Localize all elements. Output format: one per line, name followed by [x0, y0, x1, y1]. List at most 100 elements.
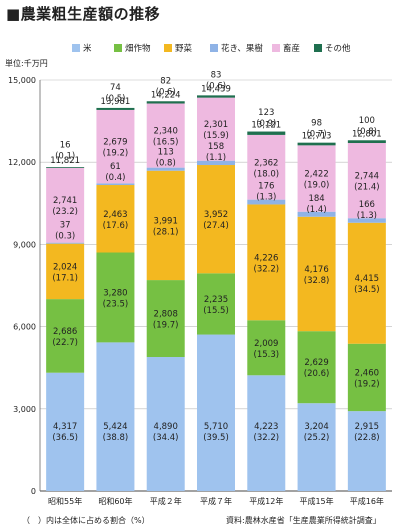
bar-value-label: 123: [258, 108, 274, 118]
legend-label: 野菜: [175, 44, 193, 54]
bar-value-label: 4,176: [304, 265, 328, 275]
bar-share-label: (17.6): [103, 221, 129, 231]
bar-share-label: (1.1): [206, 153, 226, 163]
bar-share-label: (34.4): [153, 433, 179, 443]
bar-share-label: (32.8): [304, 276, 330, 286]
legend-label: 花き、果樹: [221, 44, 263, 54]
stacked-bar-chart: 0 3,000 6,000 9,000 12,000 15,000 4,317(36.5) 2…: [8, 71, 392, 506]
bar-share-label: (0.6): [206, 82, 226, 92]
bar-share-label: (39.5): [203, 433, 229, 443]
bar-segment: [297, 145, 336, 212]
bar-share-label: (22.7): [52, 338, 78, 348]
bar-value-label: 2,362: [254, 158, 278, 168]
bar-value-label: 37: [60, 221, 71, 231]
bar-total-label: 14,439: [201, 84, 231, 94]
bar-share-label: (0.3): [55, 232, 75, 242]
bar-value-label: 98: [311, 118, 322, 128]
bar-value-label: 16: [60, 141, 71, 151]
bar-segment: [146, 101, 185, 104]
bar-segment: [197, 95, 235, 98]
x-tick-label: 平成12年: [249, 496, 283, 506]
bar-segment: [347, 143, 386, 219]
bar-share-label: (32.2): [254, 264, 280, 274]
bar-share-label: (15.5): [203, 306, 229, 316]
bar-value-label: 2,024: [53, 262, 77, 272]
bar-share-label: (19.7): [153, 321, 179, 331]
bar-value-label: 113: [158, 148, 174, 158]
bar-total-label: 13,121: [251, 121, 281, 131]
bar-value-label: 4,415: [355, 274, 379, 284]
bar-share-label: (21.4): [354, 183, 380, 193]
bar-segment: [247, 375, 286, 491]
bar-share-label: (16.5): [153, 138, 179, 148]
bar-total-label: 13,981: [101, 97, 131, 107]
bar-share-label: (34.5): [354, 285, 380, 295]
bar-value-label: 2,422: [304, 170, 328, 180]
bar-value-label: 2,301: [204, 120, 228, 130]
bar-segment: [46, 167, 85, 168]
bar-share-label: (0.5): [105, 94, 125, 104]
legend-swatch: [210, 44, 218, 52]
bar-share-label: (23.2): [52, 207, 78, 217]
bar-value-label: 61: [110, 162, 121, 172]
bar-segment: [247, 204, 286, 321]
bar-segment: [297, 216, 336, 332]
bar-segment: [347, 343, 386, 412]
bar-value-label: 2,460: [355, 368, 379, 378]
bar-segment: [247, 320, 286, 376]
bar-share-label: (28.1): [153, 227, 179, 237]
bar-share-label: (1.4): [306, 205, 326, 215]
bar-value-label: 2,741: [53, 196, 77, 206]
y-tick-label: 9,000: [13, 240, 36, 249]
chart-title: ■農業粗生産額の推移: [6, 5, 161, 23]
bar-share-label: (0.8): [357, 127, 377, 137]
bar-segment: [197, 160, 235, 166]
legend-label: 畑作物: [125, 44, 151, 54]
bar-share-label: (17.1): [52, 273, 78, 283]
bar-share-label: (15.3): [254, 350, 280, 360]
bar-segment: [297, 211, 336, 217]
bar-segment: [96, 107, 135, 110]
bar-share-label: (27.4): [203, 221, 229, 231]
bar-segment: [247, 199, 286, 205]
bar-value-label: 4,317: [53, 422, 77, 432]
bar-share-label: (38.8): [103, 433, 129, 443]
y-tick-label: 6,000: [13, 323, 36, 332]
bar-value-label: 2,235: [204, 295, 228, 305]
x-tick-label: 平成２年: [150, 496, 182, 506]
bar-segment: [297, 403, 336, 491]
bar-value-label: 83: [211, 71, 222, 81]
bar-share-label: (22.8): [354, 433, 380, 443]
bar-total-label: 12,713: [302, 132, 332, 142]
bar-value-label: 2,629: [304, 358, 328, 368]
bar-segment: [197, 97, 235, 161]
bar-segment: [146, 280, 185, 358]
bar-share-label: (15.9): [203, 131, 229, 141]
bar-value-label: 3,280: [103, 288, 127, 298]
bar-segment: [96, 252, 135, 343]
bar-value-label: 4,890: [154, 422, 178, 432]
bar-value-label: 4,226: [254, 253, 278, 263]
bar-share-label: (1.3): [357, 211, 377, 221]
unit-label: 単位:千万円: [5, 59, 48, 68]
legend-label: 米: [83, 44, 92, 54]
bar-segment: [247, 131, 286, 135]
legend-swatch: [164, 44, 172, 52]
x-tick-label: 平成15年: [299, 496, 333, 506]
legend-item: 畑作物: [114, 42, 151, 54]
bar-segment: [297, 142, 336, 146]
bar-total-label: 11,821: [50, 156, 80, 166]
legend-item: 野菜: [164, 42, 192, 54]
bar-value-label: 2,463: [103, 210, 127, 220]
legend-label: 畜産: [283, 44, 301, 54]
bar-share-label: (0.9): [256, 119, 276, 129]
bar-value-label: 5,424: [103, 422, 127, 432]
bar-value-label: 166: [359, 200, 375, 210]
bar-share-label: (18.0): [254, 169, 280, 179]
legend: 米 畑作物 野菜 花き、果樹 畜産 その他: [60, 42, 400, 56]
bar-segment: [46, 372, 85, 491]
bar-value-label: 3,991: [154, 216, 178, 226]
legend-swatch: [272, 44, 280, 52]
legend-item: 畜産: [272, 42, 300, 54]
